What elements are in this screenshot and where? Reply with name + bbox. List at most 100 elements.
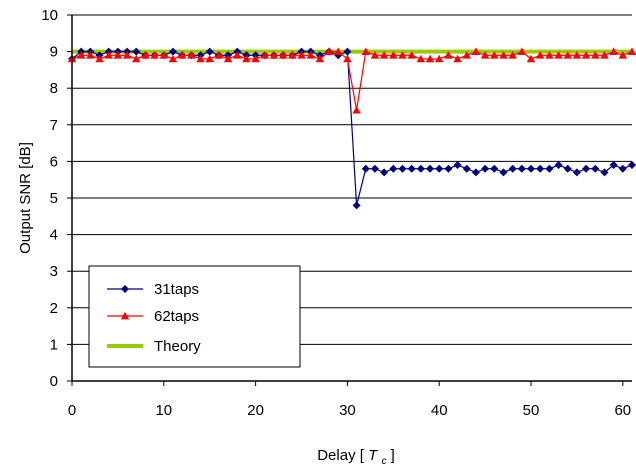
data-point-62taps [389,51,398,59]
x-axis-title-text: Delay [317,447,356,464]
data-point-31taps [168,47,177,56]
legend-label-theory: Theory [154,338,201,355]
data-point-31taps [407,164,416,173]
legend-label-62taps: 62taps [154,308,199,325]
data-point-62taps [508,51,517,59]
data-point-62taps [526,54,536,63]
data-point-62taps [545,51,554,59]
data-point-31taps [471,168,480,177]
data-point-62taps [609,47,618,55]
data-point-31taps [554,161,563,170]
data-point-62taps [315,54,325,63]
data-point-31taps [462,164,471,173]
data-point-62taps [407,51,416,59]
data-point-62taps [361,47,370,55]
x-axis-unit-symbol: T [368,447,379,464]
legend-marker-62taps [120,311,130,320]
data-point-31taps [609,161,618,170]
data-point-31taps [517,164,526,173]
data-point-31taps [398,164,407,173]
data-point-31taps [132,47,141,56]
data-point-62taps [141,51,150,59]
data-point-62taps [480,51,490,59]
data-point-31taps [205,47,214,56]
data-point-62taps [444,51,453,59]
data-point-62taps [462,51,471,59]
data-point-62taps [122,51,132,59]
data-point-62taps [306,51,315,59]
data-point-31taps [572,168,581,177]
data-point-62taps [260,51,269,59]
x-tick-label: 60 [614,402,631,419]
data-point-62taps [177,51,187,59]
data-point-31taps [499,168,508,177]
data-point-62taps [168,54,178,63]
data-point-62taps [581,51,591,59]
y-tick-label: 9 [50,44,58,61]
data-point-31taps [508,164,517,173]
data-point-62taps [572,51,582,59]
data-point-62taps [233,51,242,59]
data-point-62taps [132,54,141,63]
data-point-62taps [370,51,380,59]
y-tick-label: 10 [41,7,58,24]
x-axis-unit-subscript: c [381,456,386,465]
data-point-31taps [389,164,398,173]
legend: 31taps 62taps Theory [88,265,301,368]
x-tick-label: 0 [68,402,76,419]
data-point-62taps [352,105,361,114]
data-point-62taps [150,51,159,59]
data-point-62taps [76,51,86,59]
data-point-62taps [334,47,343,55]
data-point-62taps [159,51,169,59]
data-point-31taps [536,164,545,173]
y-tick-label: 0 [50,373,58,390]
data-point-31taps [563,164,572,173]
data-point-62taps [490,51,499,59]
data-point-62taps [113,51,123,59]
data-point-31taps [591,164,600,173]
series-layer [67,47,636,210]
y-tick-label: 4 [50,227,58,244]
data-point-31taps [481,164,490,173]
data-point-62taps [343,54,352,63]
data-point-62taps [297,51,306,59]
data-point-62taps [554,51,563,59]
x-tick-label: 40 [431,402,448,419]
data-point-62taps [242,54,251,63]
data-point-31taps [435,164,444,173]
data-point-62taps [398,51,407,59]
tick-labels: 0 1 2 3 4 5 6 7 8 9 10 0 10 20 30 40 50 60 [41,7,631,419]
data-point-62taps [196,54,205,63]
data-point-31taps [444,164,453,173]
data-point-62taps [471,47,481,55]
data-point-62taps [205,54,214,63]
data-point-31taps [343,47,352,56]
x-tick-label: 10 [155,402,172,419]
data-point-62taps [435,54,444,63]
data-point-31taps [618,164,627,173]
data-point-62taps [223,54,233,63]
legend-label-31taps: 31taps [154,281,199,298]
data-point-62taps [600,51,609,59]
data-point-31taps [490,164,499,173]
data-point-31taps [370,164,379,173]
data-point-62taps [499,51,508,59]
data-point-62taps [288,51,297,59]
data-point-62taps [563,51,572,59]
data-point-62taps [278,51,288,59]
y-tick-label: 6 [50,153,58,170]
x-tick-label: 20 [247,402,264,419]
x-tick-label: 50 [523,402,540,419]
data-point-62taps [187,51,196,59]
data-point-62taps [627,47,636,55]
data-point-62taps [425,54,435,63]
data-point-62taps [453,54,462,63]
x-axis-title: Delay [ T c ] [317,447,395,465]
data-point-31taps [352,201,361,210]
data-point-62taps [269,51,279,59]
y-axis-title: Output SNR [dB] [17,142,34,254]
legend-marker-31taps [121,285,129,293]
axes [67,14,632,386]
